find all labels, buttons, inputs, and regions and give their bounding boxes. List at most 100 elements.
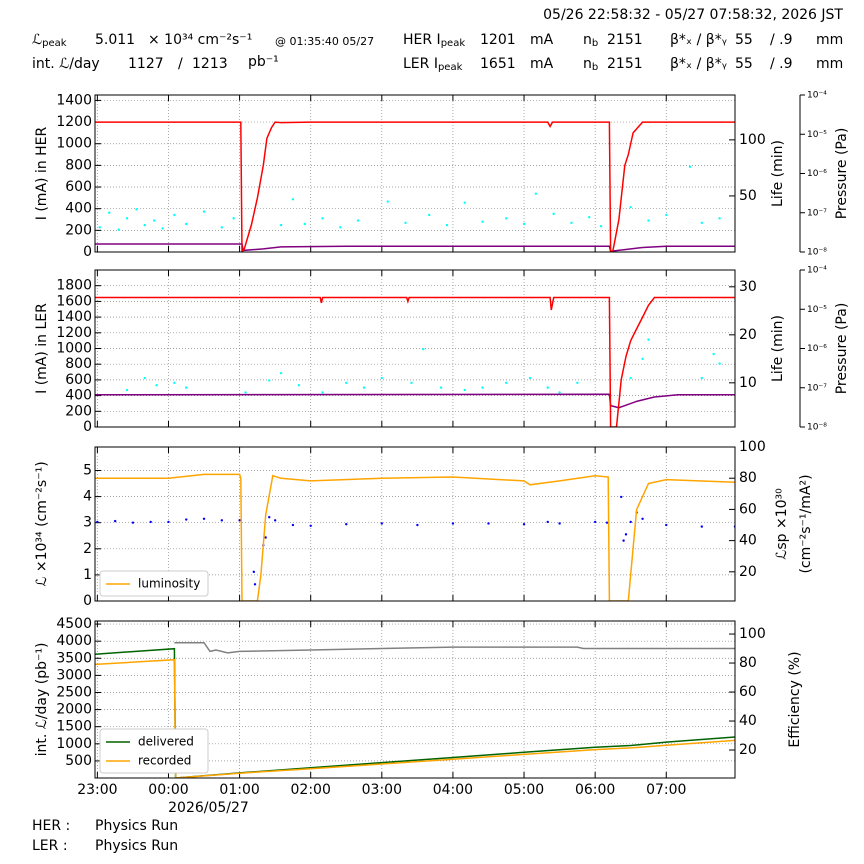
x-tick-label: 07:00 xyxy=(646,782,686,798)
int-delivered: 1127 xyxy=(128,56,164,72)
y2-tick-label: 20 xyxy=(739,742,757,758)
y-tick-label: 600 xyxy=(65,179,92,195)
y2-tick-label: 80 xyxy=(739,470,757,486)
series-dot xyxy=(244,391,247,394)
y-tick-label: 1400 xyxy=(56,92,92,108)
legend-box xyxy=(99,570,209,597)
series-dot xyxy=(428,213,431,217)
y2-tick-label: 40 xyxy=(739,713,757,729)
footer-mode: Physics Run xyxy=(95,838,178,854)
series-dot xyxy=(135,208,138,211)
beta-x: 55 xyxy=(735,56,753,72)
series-dot xyxy=(629,376,632,380)
series-dot xyxy=(665,523,668,527)
series-dot xyxy=(185,518,188,521)
y-tick-label: 1000 xyxy=(56,136,92,152)
plot-frame xyxy=(94,94,736,253)
series-dot xyxy=(700,376,704,380)
x-tick-label: 03:00 xyxy=(362,782,402,798)
series-dot xyxy=(487,522,490,525)
y-tick-label: 200 xyxy=(65,222,92,238)
series-dot xyxy=(700,525,704,528)
series-dot xyxy=(362,386,366,389)
series-dot xyxy=(253,583,257,586)
y-tick-label: 5 xyxy=(83,462,92,478)
series-dot xyxy=(380,522,384,525)
y-tick-label: 800 xyxy=(65,356,92,372)
series-dot xyxy=(155,384,158,387)
nb: 2151 xyxy=(607,56,643,72)
lum-peak: 5.011 xyxy=(95,32,135,48)
series-dot xyxy=(712,352,715,356)
series-dot xyxy=(522,222,526,226)
y3-tick-label: 10⁻⁷ xyxy=(807,208,827,218)
beam-unit: mA xyxy=(530,56,554,72)
series-dot xyxy=(98,226,101,229)
series-dot xyxy=(718,217,721,220)
series-dot xyxy=(143,223,146,227)
lum-peak-label: ℒpeak xyxy=(32,32,67,49)
y2-tick-label: 40 xyxy=(739,533,757,549)
series-dot xyxy=(345,381,348,385)
footer-ring: LER : xyxy=(32,838,68,854)
plot-frame xyxy=(94,269,736,428)
series-line xyxy=(95,121,735,252)
y2-tick-label: 60 xyxy=(739,501,757,517)
y-tick-label: 3500 xyxy=(56,650,92,666)
int-unit: pb⁻¹ xyxy=(248,54,279,70)
y2-label: (cm⁻²s⁻¹/mA²) xyxy=(798,474,814,573)
y-tick-label: 3 xyxy=(83,515,92,531)
y-tick-label: 4500 xyxy=(56,616,92,632)
y-tick-label: 2 xyxy=(83,541,92,557)
y-tick-label: 1800 xyxy=(56,278,92,294)
series-dot xyxy=(202,210,206,213)
nb: 2151 xyxy=(607,32,643,48)
series-dot xyxy=(522,523,526,526)
series-dot xyxy=(552,212,555,216)
y-tick-label: 2000 xyxy=(56,702,92,718)
time-range: 05/26 22:58:32 - 05/27 07:58:32, 2026 JS… xyxy=(543,7,843,23)
plot-frame xyxy=(94,446,736,602)
y-tick-label: 4 xyxy=(83,489,92,505)
footer-ring: HER : xyxy=(32,818,70,834)
y-label: I (mA) in LER xyxy=(34,303,50,394)
series-dot xyxy=(641,517,644,520)
beam-label-text: HER I xyxy=(403,32,441,48)
x-tick-label: 04:00 xyxy=(433,782,473,798)
series-dot xyxy=(404,221,407,225)
y2-tick-label: 10 xyxy=(739,375,757,391)
series-dot xyxy=(125,217,129,220)
x-tick-label: 00:00 xyxy=(148,782,188,798)
plot-frame xyxy=(94,620,736,779)
footer-mode: Physics Run xyxy=(95,818,178,834)
series-dot xyxy=(173,381,176,385)
series-dot xyxy=(291,198,295,201)
y-tick-label: 200 xyxy=(65,403,92,419)
y-label: int. ℒ/day (pb⁻¹) xyxy=(34,643,50,757)
nb-label: nb xyxy=(583,56,598,73)
series-dot xyxy=(252,570,256,574)
series-dot xyxy=(629,520,632,524)
series-dot xyxy=(380,376,384,380)
series-dot xyxy=(410,381,413,385)
series-dot xyxy=(463,201,466,204)
plot-area xyxy=(95,296,735,427)
y3-tick-label: 10⁻⁸ xyxy=(807,423,827,433)
nb-text: n xyxy=(583,56,592,72)
lum-time: @ 01:35:40 05/27 xyxy=(275,35,374,48)
series-dot xyxy=(534,192,538,195)
series-dot xyxy=(629,205,632,209)
y2-label: ℒsp ×10³⁰ xyxy=(774,488,790,560)
y-label: ℒ ×10³⁴ (cm⁻²s⁻¹) xyxy=(34,461,50,586)
series-dot xyxy=(528,376,532,380)
series-dot xyxy=(291,523,295,527)
series-dot xyxy=(422,348,425,351)
y2-tick-label: 100 xyxy=(739,132,766,148)
series-dot xyxy=(108,211,111,214)
series-dot xyxy=(546,386,549,389)
beam-unit: mA xyxy=(530,32,554,48)
series-dot xyxy=(576,381,579,385)
y-tick-label: 0 xyxy=(83,593,92,609)
series-line xyxy=(95,296,735,427)
x-date: 2026/05/27 xyxy=(168,800,249,816)
